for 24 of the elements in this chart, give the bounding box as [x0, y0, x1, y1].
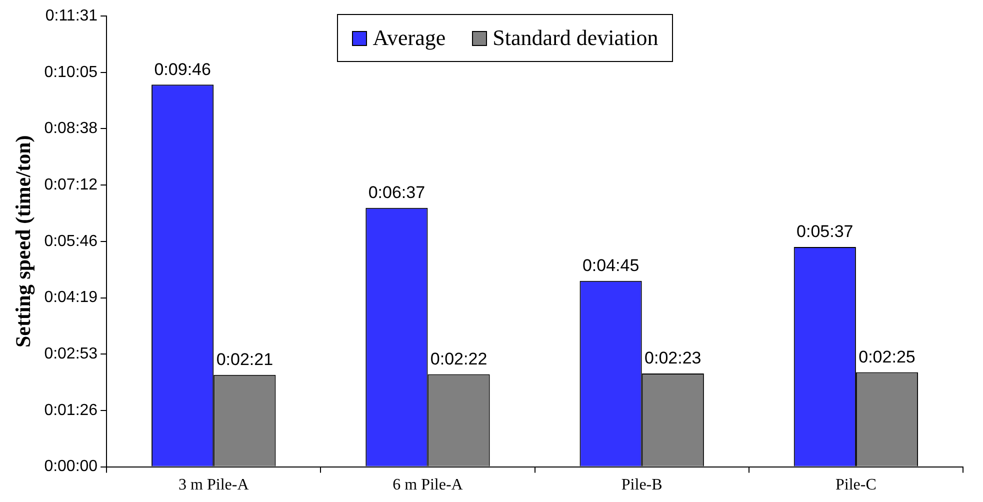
y-tick-label: 0:00:00: [44, 458, 98, 476]
y-axis-title: Setting speed (time/ton): [11, 135, 36, 348]
data-label: 0:04:45: [582, 256, 640, 276]
y-tick-label: 0:11:31: [45, 7, 98, 24]
data-label: 0:02:22: [430, 349, 488, 368]
y-tick-label: 0:07:12: [44, 176, 98, 194]
y-tick-label: 0:05:46: [44, 232, 98, 250]
data-label: 0:06:37: [368, 183, 426, 202]
x-tick-label: 6 m Pile-A: [392, 476, 464, 494]
x-tick-label: 3 m Pile-A: [178, 476, 250, 494]
y-tick-label: 0:04:19: [44, 289, 98, 306]
y-tick-label: 0:02:53: [44, 346, 98, 363]
data-label: 0:02:21: [216, 350, 274, 370]
data-label: 0:02:23: [644, 348, 702, 368]
y-tick-label: 0:08:38: [44, 120, 98, 138]
x-tick-label: Pile-B: [621, 476, 662, 494]
data-label: 0:02:25: [858, 347, 916, 366]
x-tick-label: Pile-C: [836, 476, 876, 494]
data-label: 0:05:37: [796, 222, 854, 242]
legend-label: Average: [372, 25, 446, 51]
y-tick-label: 0:01:26: [44, 402, 98, 419]
y-tick-label: 0:10:05: [44, 64, 98, 81]
legend-label: Standard deviation: [492, 25, 658, 51]
data-label: 0:09:46: [154, 60, 211, 79]
